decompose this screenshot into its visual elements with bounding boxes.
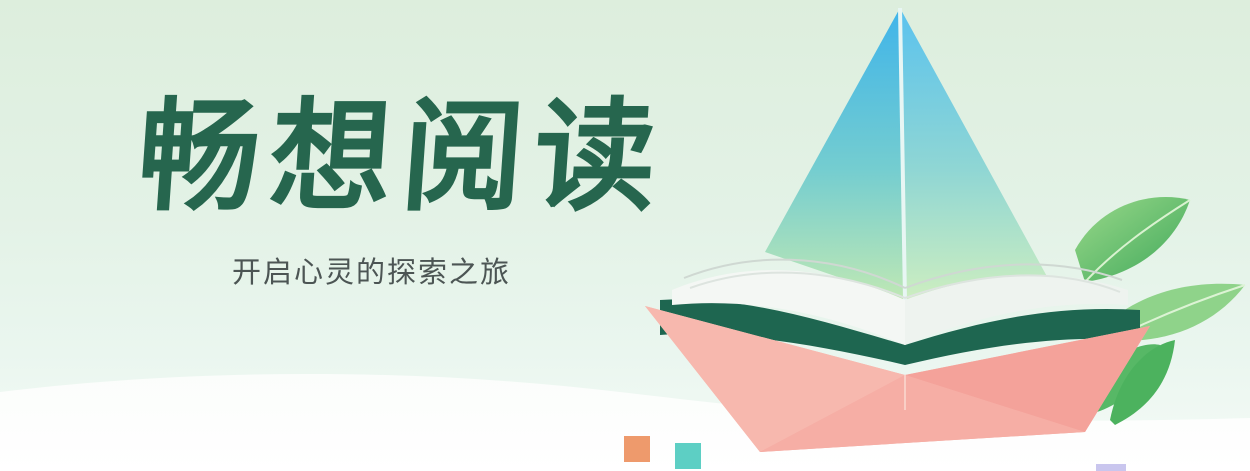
paper-boat-book-icon	[645, 306, 1150, 452]
banner-title: 畅想阅读	[133, 86, 671, 228]
decor-square-lilac	[1096, 464, 1126, 471]
sail	[765, 7, 1050, 301]
leaf-icon	[1110, 340, 1175, 425]
ground-wave	[0, 373, 1250, 471]
open-book	[660, 258, 1140, 365]
decor-square-orange	[624, 436, 650, 462]
decor-square-teal	[675, 443, 701, 469]
banner-subtitle: 开启心灵的探索之旅	[232, 255, 512, 289]
